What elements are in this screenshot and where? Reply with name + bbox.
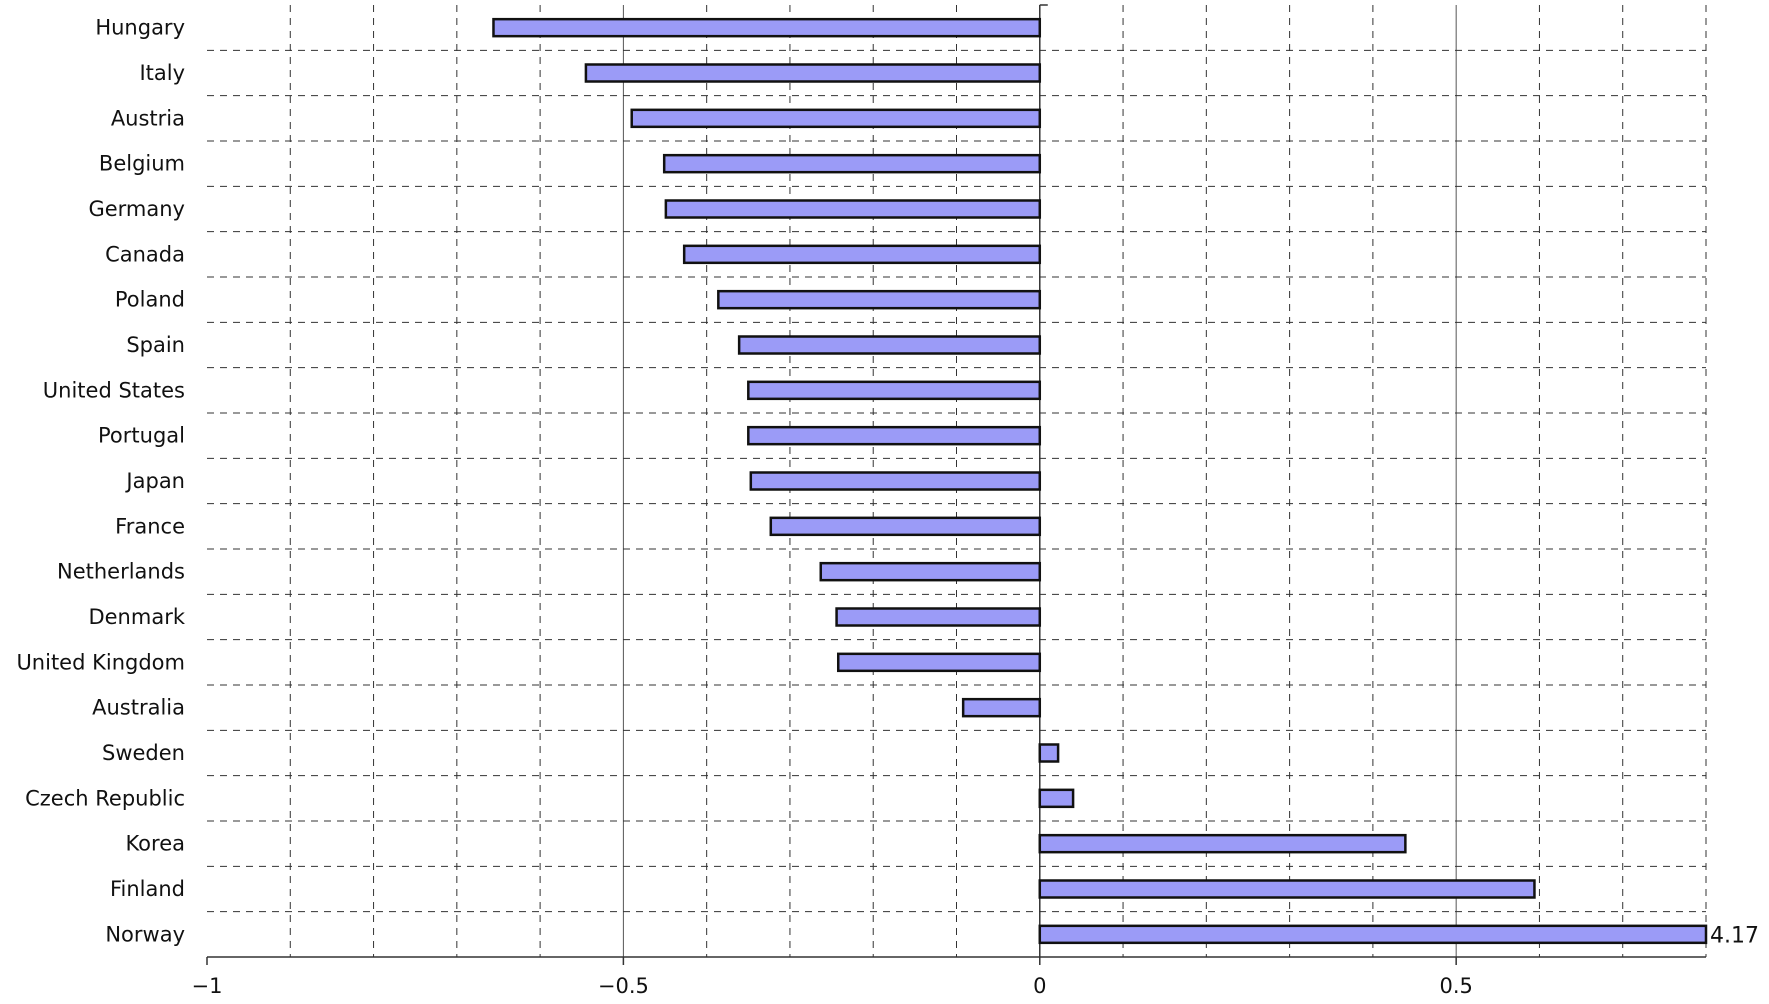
category-label: Hungary — [95, 16, 185, 40]
x-tick-label: 0 — [1033, 974, 1046, 998]
bar-italy — [584, 63, 1042, 83]
bar-norway — [1038, 924, 1708, 945]
bar-poland — [717, 289, 1042, 310]
category-label: Canada — [105, 242, 185, 266]
bar-portugal — [747, 425, 1042, 446]
category-label: Belgium — [99, 152, 185, 176]
category-label: Austria — [111, 106, 185, 130]
category-label: Finland — [110, 877, 185, 901]
category-label: Germany — [88, 197, 185, 221]
category-label: Spain — [126, 333, 185, 357]
bar-netherlands — [819, 561, 1042, 582]
category-label: Japan — [124, 469, 185, 493]
bar-hungary — [492, 17, 1042, 38]
category-labels: Hungary Italy Austria Belgium Germany Canada P… — [16, 16, 185, 947]
bar-korea — [1038, 833, 1407, 854]
bar-sweden — [1038, 743, 1060, 763]
x-tick-label: 0.5 — [1439, 974, 1472, 998]
bar-germany — [664, 199, 1042, 219]
bar-australia — [961, 697, 1042, 718]
category-label: Korea — [125, 832, 185, 856]
category-label: Norway — [105, 922, 185, 946]
bar-belgium — [662, 153, 1042, 174]
x-tick-label: −0.5 — [598, 974, 649, 998]
bar-united-kingdom — [836, 652, 1042, 673]
category-label: United States — [43, 378, 185, 402]
bar-spain — [737, 335, 1042, 355]
bars — [492, 17, 1708, 945]
category-label: Netherlands — [57, 560, 185, 584]
bar-canada — [682, 244, 1042, 265]
data-labels: 4.17 — [1710, 923, 1759, 948]
category-label: Portugal — [98, 424, 185, 448]
category-label: Italy — [139, 61, 185, 85]
bar-czech-republic — [1038, 788, 1075, 809]
bar-finland — [1038, 879, 1536, 899]
category-label: United Kingdom — [16, 650, 185, 674]
bar-austria — [630, 108, 1042, 129]
x-tick-label: −1 — [192, 974, 223, 998]
x-tick-labels: −1 −0.5 0 0.5 — [192, 974, 1473, 998]
bar-japan — [749, 471, 1042, 491]
category-label: Australia — [92, 696, 185, 720]
data-label: 4.17 — [1710, 923, 1759, 948]
category-label: Czech Republic — [25, 786, 185, 810]
category-label: France — [115, 514, 185, 538]
category-label: Denmark — [88, 605, 185, 629]
category-label: Sweden — [102, 741, 185, 765]
bar-united-states — [747, 380, 1042, 401]
bar-denmark — [835, 607, 1042, 627]
category-label: Poland — [115, 288, 185, 312]
bar-france — [769, 516, 1042, 537]
